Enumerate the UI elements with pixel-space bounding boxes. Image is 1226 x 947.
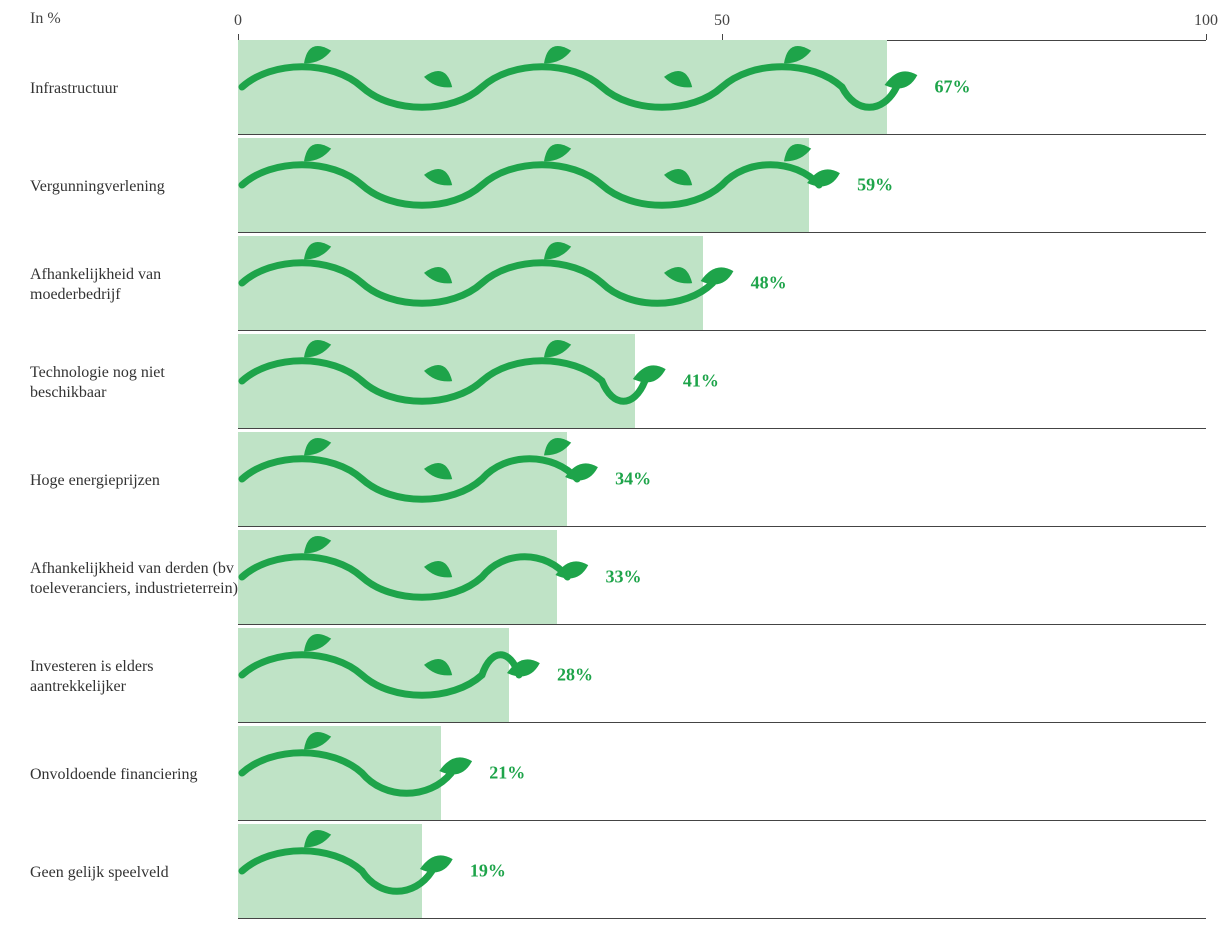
row-separator: [238, 820, 1206, 821]
bar-label: Infrastructuur: [30, 79, 246, 99]
bar-row: Afhankelijkheid van derden (bv toelevera…: [0, 530, 1226, 628]
bar-value: 34%: [615, 469, 651, 490]
bar-row: Technologie nog niet beschikbaar 41%: [0, 334, 1226, 432]
bar-value: 41%: [683, 371, 719, 392]
bar-value: 19%: [470, 861, 506, 882]
vine-icon: [238, 138, 845, 232]
bar-value: 67%: [935, 77, 971, 98]
bar-row: Vergunningverlening 59%: [0, 138, 1226, 236]
vine-icon: [238, 824, 458, 918]
bar-label: Geen gelijk speelveld: [30, 863, 246, 883]
vine-icon: [238, 236, 739, 330]
bar-row: Geen gelijk speelveld 19%: [0, 824, 1226, 922]
bar-label: Investeren is elders aantrekkelijker: [30, 657, 246, 697]
vine-icon: [238, 628, 545, 722]
bar-row: Investeren is elders aantrekkelijker 28%: [0, 628, 1226, 726]
row-separator: [238, 722, 1206, 723]
bar-row: Hoge energieprijzen 34%: [0, 432, 1226, 530]
bar-value: 48%: [751, 273, 787, 294]
row-separator: [238, 428, 1206, 429]
row-separator: [238, 134, 1206, 135]
x-tick-label: 0: [234, 12, 242, 30]
bar-value: 33%: [605, 567, 641, 588]
bar-value: 59%: [857, 175, 893, 196]
y-axis-label: In %: [30, 10, 61, 28]
vine-icon: [238, 432, 603, 526]
bar-label: Vergunningverlening: [30, 177, 246, 197]
vine-icon: [238, 726, 477, 820]
vine-icon: [238, 40, 923, 134]
bar-row: Onvoldoende financiering 21%: [0, 726, 1226, 824]
row-separator: [238, 232, 1206, 233]
bar-value: 28%: [557, 665, 593, 686]
bar-row: Infrastructuur 67%: [0, 40, 1226, 138]
bar-label: Afhankelijkheid van moederbedrijf: [30, 265, 246, 305]
bar-chart: In % 0 50 100 Infrastructuur 67% Vergunningve…: [0, 0, 1226, 947]
bar-label: Technologie nog niet beschikbaar: [30, 363, 246, 403]
x-tick-label: 50: [714, 12, 730, 30]
bar-label: Onvoldoende financiering: [30, 765, 246, 785]
row-separator: [238, 526, 1206, 527]
bar-value: 21%: [489, 763, 525, 784]
vine-icon: [238, 530, 593, 624]
row-separator: [238, 918, 1206, 919]
bar-label: Hoge energieprijzen: [30, 471, 246, 491]
bar-label: Afhankelijkheid van derden (bv toelevera…: [30, 559, 246, 599]
row-separator: [238, 330, 1206, 331]
x-tick-label: 100: [1194, 12, 1218, 30]
row-separator: [238, 624, 1206, 625]
bar-row: Afhankelijkheid van moederbedrijf 48%: [0, 236, 1226, 334]
vine-icon: [238, 334, 671, 428]
